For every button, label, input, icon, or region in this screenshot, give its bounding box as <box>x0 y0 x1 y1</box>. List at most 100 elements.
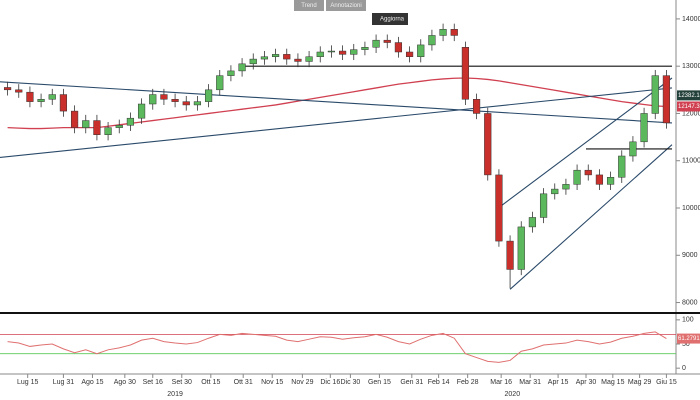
x-tick-label: Nov 15 <box>261 379 283 386</box>
candle-body <box>439 29 447 36</box>
candle-body <box>316 51 324 57</box>
rsi-line <box>7 331 667 363</box>
candle-body <box>70 110 79 128</box>
toolbar-label[interactable]: Annotazioni <box>330 3 361 9</box>
candle-body <box>204 89 213 102</box>
candle-body <box>662 75 671 124</box>
toolbar-button[interactable] <box>294 0 324 11</box>
x-tick-label: Feb 14 <box>428 379 450 386</box>
candle-body <box>171 99 179 102</box>
candle-body <box>405 51 414 57</box>
x-tick-label: Mar 31 <box>519 379 541 386</box>
x-tick-label: Ott 15 <box>201 379 220 386</box>
candle-body <box>484 113 492 176</box>
rsi-tick-label: 100 <box>682 317 694 324</box>
candle-body <box>372 39 380 48</box>
candle-body <box>629 141 637 157</box>
candle-body <box>584 169 592 176</box>
candle-body <box>193 101 202 106</box>
candle-body <box>562 184 570 190</box>
candle-body <box>271 54 280 57</box>
candle-body <box>126 117 135 126</box>
y-tick-label: 8000 <box>682 299 698 306</box>
x-tick-label: Apr 30 <box>576 379 597 386</box>
candle-body <box>394 42 403 53</box>
candle-body <box>338 50 347 55</box>
x-tick-label: Nov 29 <box>291 379 313 386</box>
x-tick-label: Feb 28 <box>457 379 479 386</box>
toolbar-label[interactable]: Aggiorna <box>380 17 405 23</box>
year-label: 2019 <box>167 391 183 398</box>
candle-body <box>472 99 481 114</box>
candle-body <box>160 94 168 100</box>
x-tick-label: Dic 16 <box>320 379 340 386</box>
candle-body <box>506 240 514 270</box>
x-tick-label: Lug 31 <box>53 379 75 386</box>
x-tick-label: Mag 15 <box>601 379 624 386</box>
year-label: 2020 <box>505 391 521 398</box>
candle-body <box>383 39 391 43</box>
candle-body <box>350 49 358 55</box>
candle-body <box>417 44 425 57</box>
x-tick-label: Gen 31 <box>400 379 423 386</box>
candle-body <box>528 217 537 228</box>
candle-body <box>82 120 90 128</box>
candle-body <box>573 169 581 185</box>
y-tick-label: 9000 <box>682 252 698 259</box>
candle-body <box>606 177 615 185</box>
candle-body <box>149 94 157 105</box>
trendline <box>0 87 673 158</box>
toolbar-button[interactable] <box>326 0 366 11</box>
candle-body <box>15 89 23 93</box>
x-tick-label: Ott 31 <box>234 379 253 386</box>
candle-body <box>461 47 470 100</box>
y-tick-label: 14000 <box>682 16 700 23</box>
x-tick-label: Mar 16 <box>490 379 512 386</box>
toolbar-button[interactable] <box>372 13 408 25</box>
candle-body <box>539 193 548 218</box>
candle-body <box>495 174 503 242</box>
price-tag <box>677 90 700 101</box>
price-tag-label: 12382.14 <box>678 93 700 99</box>
candle-body <box>260 56 269 60</box>
rsi-tag-label: 61.2791 <box>678 336 700 342</box>
rsi-tag <box>677 333 700 344</box>
candle-body <box>26 91 34 102</box>
candle-body <box>640 113 648 143</box>
candle-body <box>59 94 68 112</box>
toolbar-label[interactable]: Trend <box>301 3 316 9</box>
toolbar: Trend Annotazioni Aggiorna <box>294 0 408 25</box>
trendline <box>0 81 673 124</box>
y-tick-label: 10000 <box>682 205 700 212</box>
rsi-tick-label: 50 <box>682 341 690 348</box>
candle-body <box>249 58 257 65</box>
candle-body <box>327 50 336 53</box>
candle-body <box>283 54 291 60</box>
candle-body <box>93 120 101 135</box>
candle-body <box>137 103 146 119</box>
y-tick-label: 13000 <box>682 63 700 70</box>
x-tick-label: Dic 30 <box>340 379 360 386</box>
candle-body <box>3 87 12 91</box>
x-tick-label: Ago 15 <box>81 379 103 386</box>
candle-body <box>361 47 369 50</box>
candle-body <box>450 29 458 36</box>
rsi-tick-label: 0 <box>682 365 686 372</box>
candle-body <box>37 99 45 102</box>
candle-body <box>104 127 112 135</box>
candle-body <box>517 226 525 270</box>
candle-body <box>551 188 559 195</box>
x-tick-label: Giu 15 <box>656 379 677 386</box>
candle-body <box>595 174 604 185</box>
candle-body <box>294 58 302 62</box>
y-tick-label: 12000 <box>682 110 700 117</box>
candle-body <box>305 56 313 62</box>
candle-body <box>216 75 224 91</box>
candle-body <box>651 75 659 114</box>
x-tick-label: Ago 30 <box>114 379 136 386</box>
x-tick-label: Set 30 <box>172 379 192 386</box>
x-tick-label: Apr 15 <box>548 379 569 386</box>
price-tag-label: 12147.35 <box>678 104 700 110</box>
x-tick-label: Gen 15 <box>368 379 391 386</box>
